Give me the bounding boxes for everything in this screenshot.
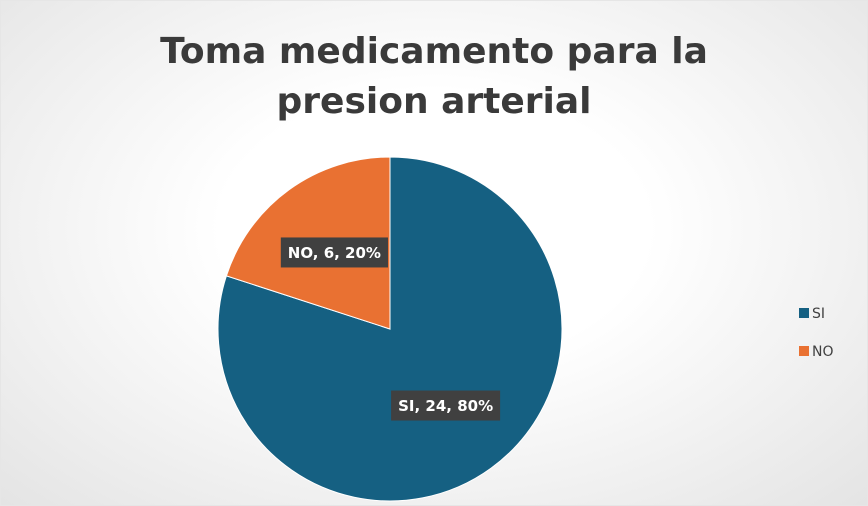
legend-label: SI: [812, 306, 825, 322]
legend-swatch: [799, 308, 809, 318]
data-label: SI, 24, 80%: [398, 397, 493, 415]
data-label: NO, 6, 20%: [288, 244, 381, 262]
data-label-box: [391, 390, 501, 421]
legend-swatch: [799, 346, 809, 356]
data-label-box: [280, 237, 388, 268]
chart-title: Toma medicamento para la presion arteria…: [160, 31, 708, 122]
legend-label: NO: [812, 344, 834, 360]
